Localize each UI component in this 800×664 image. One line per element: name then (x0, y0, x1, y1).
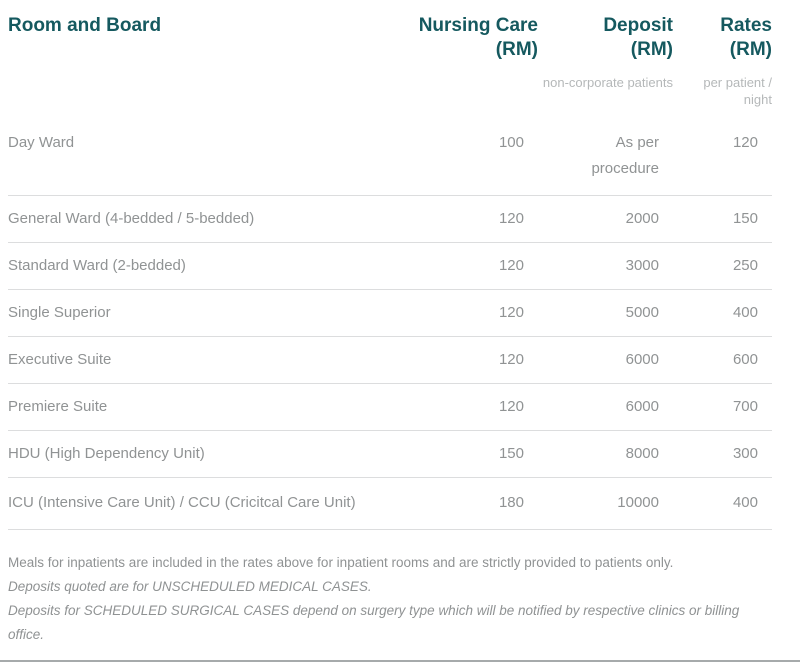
table-row: HDU (High Dependency Unit) 150 8000 300 (8, 430, 772, 478)
horizontal-scrollbar[interactable] (0, 660, 800, 662)
nursing-care-cell: 120 (388, 336, 538, 384)
room-type-cell: General Ward (4-bedded / 5-bedded) (8, 195, 388, 243)
deposit-cell: 8000 (538, 430, 673, 478)
room-type-cell: Standard Ward (2-bedded) (8, 242, 388, 290)
room-and-board-table: Room and Board Nursing Care (RM) Deposit… (8, 14, 772, 530)
deposit-cell: 10000 (538, 477, 673, 530)
table-row: Standard Ward (2-bedded) 120 3000 250 (8, 242, 772, 290)
table-row: Single Superior 120 5000 400 (8, 289, 772, 337)
notes-section: Meals for inpatients are included in the… (8, 551, 772, 647)
note-unscheduled-deposits: Deposits quoted are for UNSCHEDULED MEDI… (8, 579, 372, 594)
nursing-care-cell: 120 (388, 383, 538, 431)
subheader-rates-note: per patient / night (703, 75, 772, 107)
table-row: Executive Suite 120 6000 600 (8, 336, 772, 384)
nursing-care-cell: 120 (388, 242, 538, 290)
deposit-cell: As per procedure (538, 118, 673, 196)
room-type-cell: ICU (Intensive Care Unit) / CCU (Cricitc… (8, 477, 388, 530)
room-and-board-pricing-page: Room and Board Nursing Care (RM) Deposit… (8, 14, 772, 647)
note-meals: Meals for inpatients are included in the… (8, 555, 674, 570)
rates-cell: 400 (673, 477, 772, 530)
column-header-deposit: Deposit (RM) (603, 15, 673, 60)
column-header-room-and-board: Room and Board (8, 15, 162, 36)
rates-cell: 600 (673, 336, 772, 384)
rates-cell: 150 (673, 195, 772, 243)
subheader-spacer (388, 62, 538, 118)
room-type-cell: Executive Suite (8, 336, 388, 384)
rates-cell: 250 (673, 242, 772, 290)
rates-cell: 700 (673, 383, 772, 431)
table-body: Day Ward 100 As per procedure 120 Genera… (8, 118, 772, 530)
deposit-cell: 6000 (538, 383, 673, 431)
subheader-deposit-note: non-corporate patients (542, 75, 673, 90)
nursing-care-cell: 180 (388, 477, 538, 530)
deposit-cell: 2000 (538, 195, 673, 243)
column-header-nursing-care: Nursing Care (RM) (418, 15, 538, 60)
table-header: Room and Board Nursing Care (RM) Deposit… (8, 14, 772, 118)
rates-cell: 120 (673, 118, 772, 196)
nursing-care-cell: 120 (388, 195, 538, 243)
deposit-cell: 6000 (538, 336, 673, 384)
column-header-rates: Rates (RM) (720, 15, 772, 60)
nursing-care-cell: 120 (388, 289, 538, 337)
room-type-cell: Single Superior (8, 289, 388, 337)
room-type-cell: Premiere Suite (8, 383, 388, 431)
header-row: Room and Board Nursing Care (RM) Deposit… (8, 14, 772, 62)
table-row: General Ward (4-bedded / 5-bedded) 120 2… (8, 195, 772, 243)
deposit-cell: 3000 (538, 242, 673, 290)
room-type-cell: HDU (High Dependency Unit) (8, 430, 388, 478)
nursing-care-cell: 100 (388, 118, 538, 196)
table-row: Premiere Suite 120 6000 700 (8, 383, 772, 431)
room-type-cell: Day Ward (8, 118, 388, 196)
subheader-row: non-corporate patients per patient / nig… (8, 62, 772, 118)
deposit-cell: 5000 (538, 289, 673, 337)
nursing-care-cell: 150 (388, 430, 538, 478)
table-row: Day Ward 100 As per procedure 120 (8, 118, 772, 196)
rates-cell: 400 (673, 289, 772, 337)
subheader-spacer (8, 62, 388, 118)
rates-cell: 300 (673, 430, 772, 478)
table-row: ICU (Intensive Care Unit) / CCU (Cricitc… (8, 477, 772, 530)
note-scheduled-deposits: Deposits for SCHEDULED SURGICAL CASES de… (8, 603, 740, 642)
